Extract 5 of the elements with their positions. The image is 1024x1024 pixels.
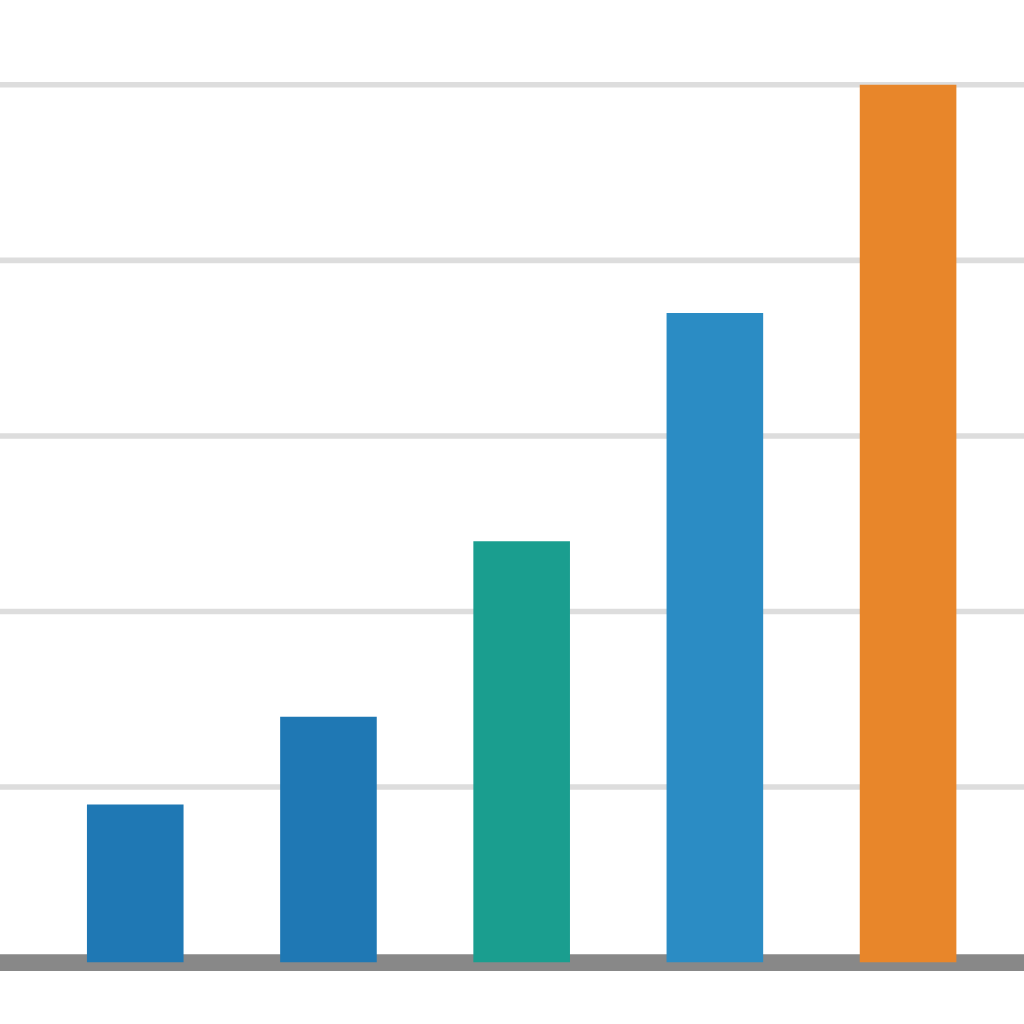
bar	[86, 804, 184, 963]
bar	[280, 716, 377, 963]
bar	[666, 313, 764, 963]
bar	[473, 541, 570, 963]
bar	[859, 84, 957, 963]
